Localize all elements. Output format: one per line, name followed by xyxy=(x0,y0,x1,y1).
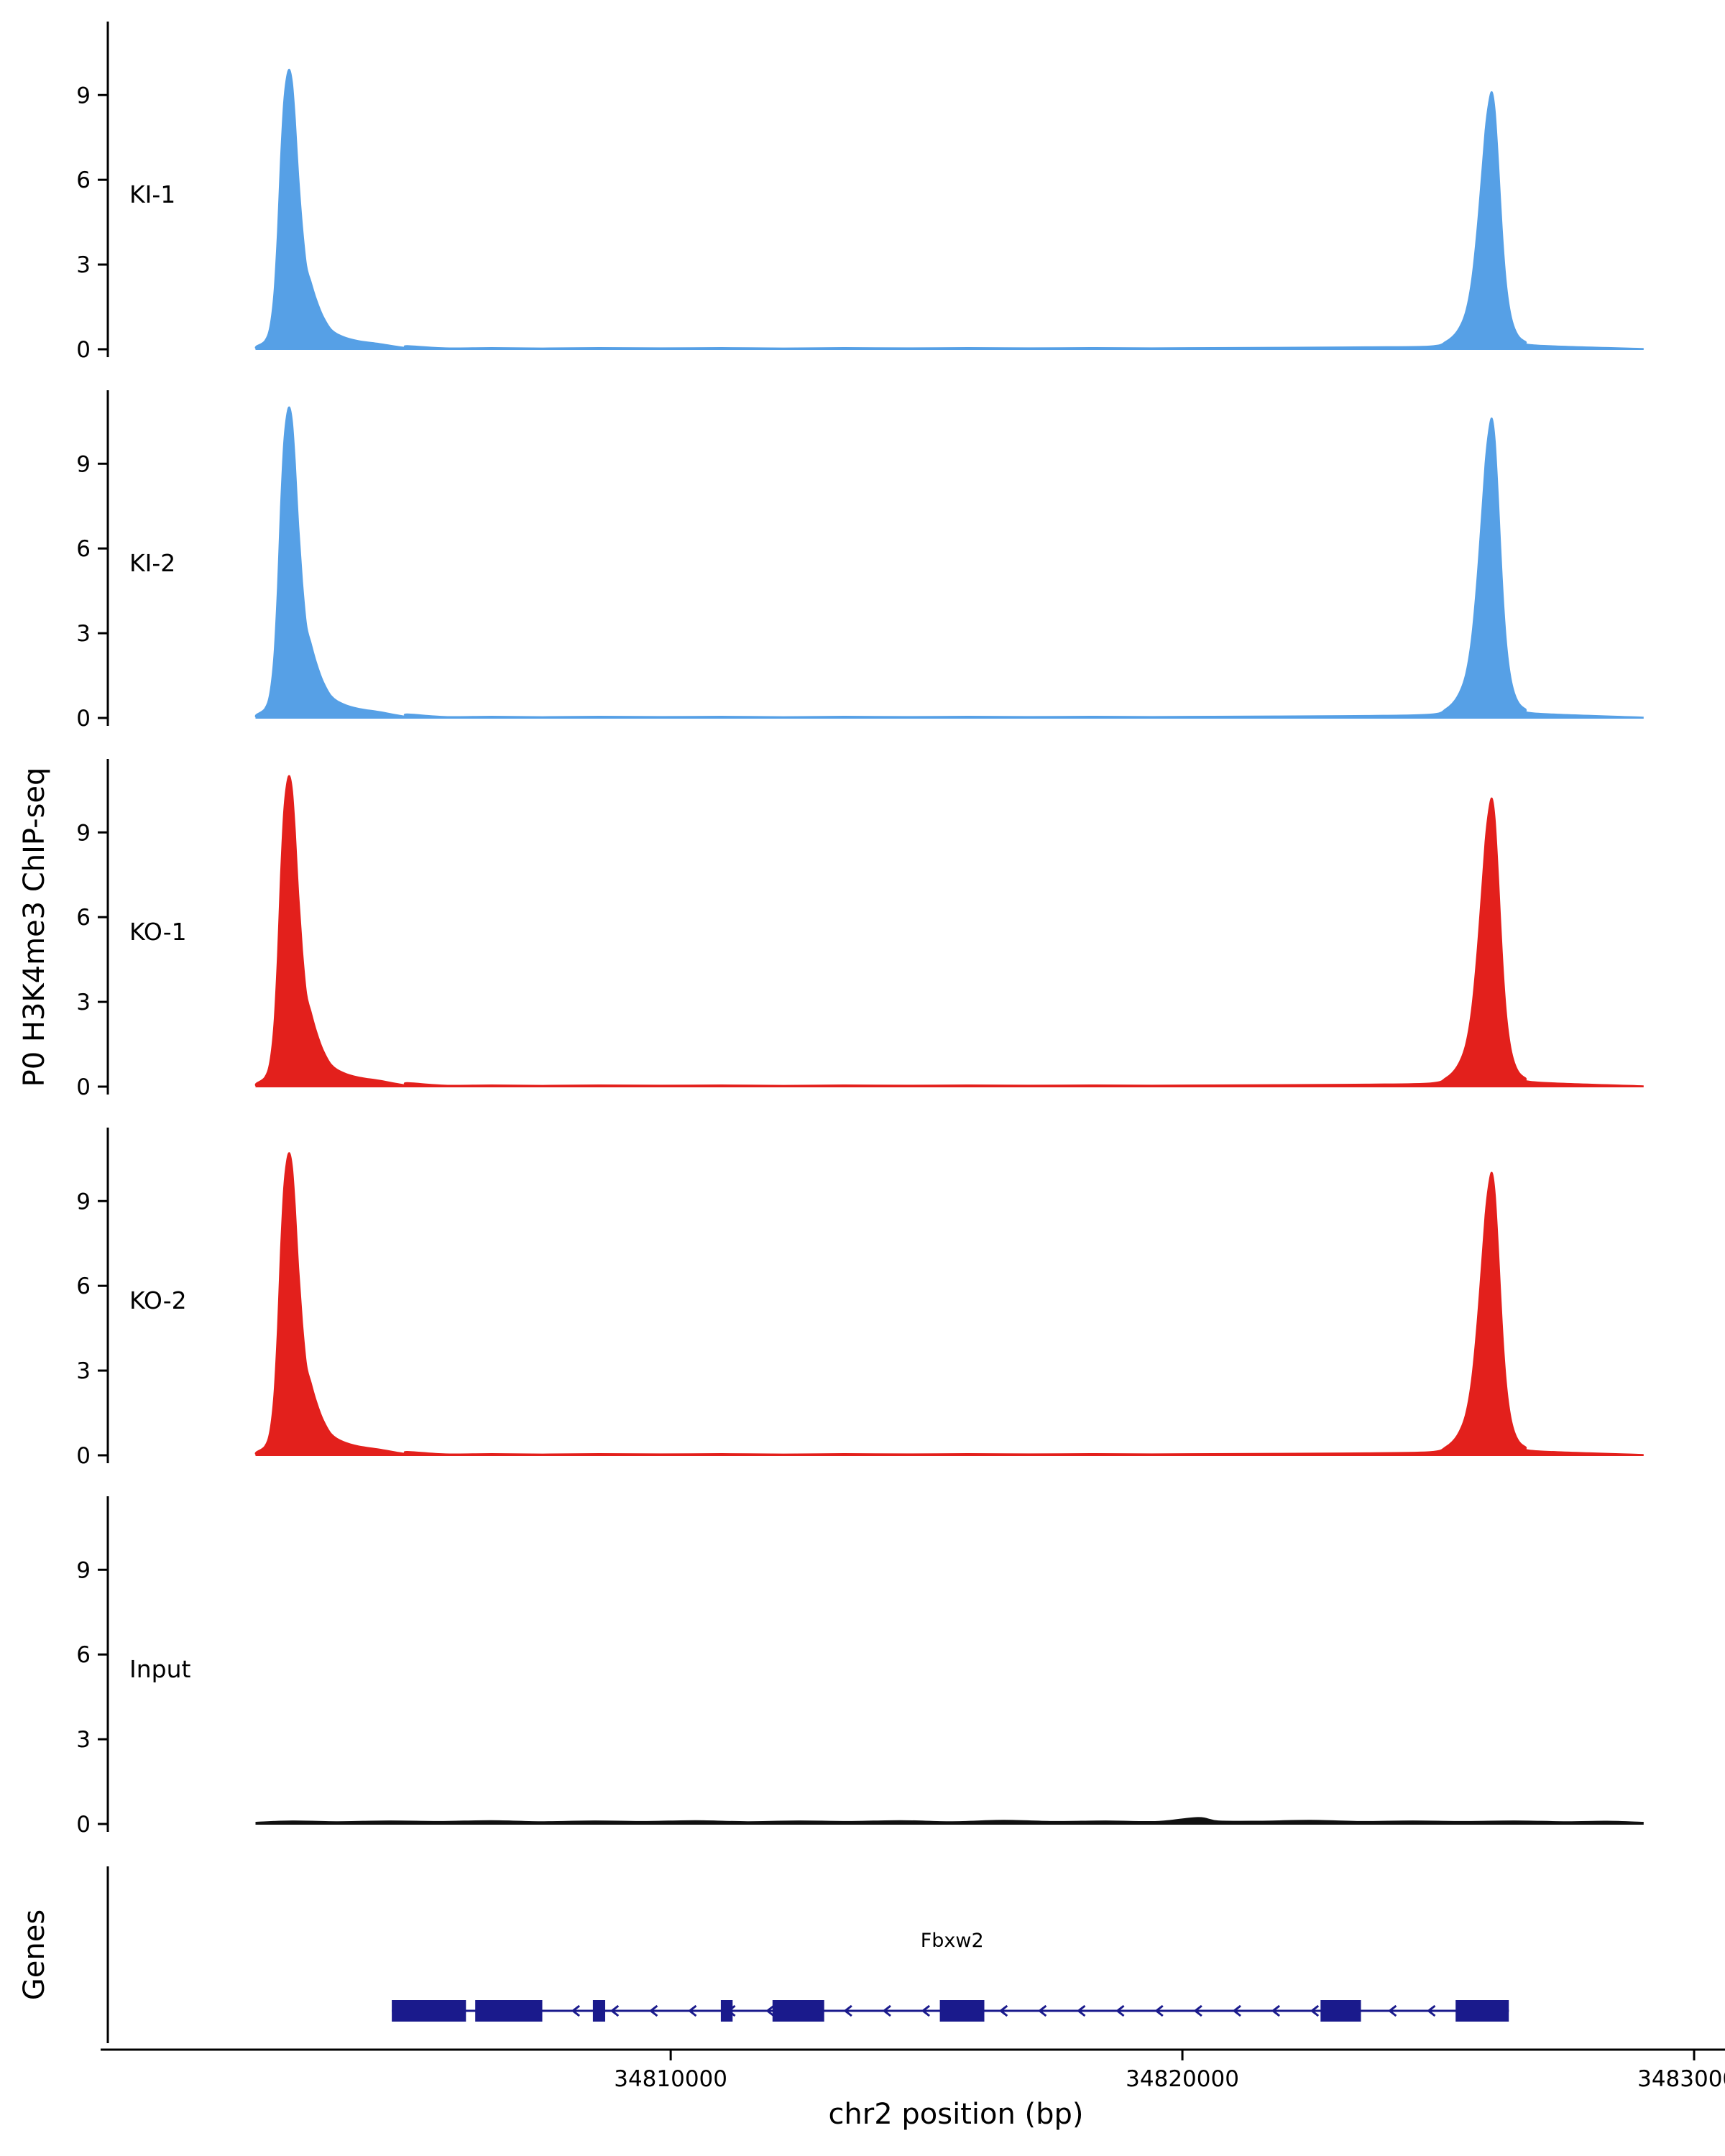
strand-arrow-icon xyxy=(1271,2004,1281,2017)
y-tick-label: 9 xyxy=(76,820,91,846)
strand-arrow-icon xyxy=(882,2004,891,2017)
gene-exon xyxy=(772,2000,824,2022)
x-tick-label: 34820000 xyxy=(1126,2066,1239,2092)
y-tick-label: 6 xyxy=(76,536,91,562)
track-label: KO-1 xyxy=(129,918,187,946)
gene-exon xyxy=(475,2000,543,2022)
strand-arrow-icon xyxy=(1037,2004,1047,2017)
coverage-area-ki-1 xyxy=(254,68,1644,350)
strand-arrow-icon xyxy=(1116,2004,1125,2017)
track-panel-ki-1: 0 3 6 9 KI-1 xyxy=(0,19,1725,360)
strand-arrow-icon xyxy=(843,2004,852,2017)
gene-panel-svg: Fbxw2 xyxy=(106,1866,1509,2043)
x-tick-label: 34830000 xyxy=(1637,2066,1725,2092)
coverage-area-ko-1 xyxy=(254,775,1644,1087)
y-tick-label: 3 xyxy=(76,621,91,647)
gene-exon xyxy=(392,2000,466,2022)
track-label: KO-2 xyxy=(129,1286,187,1314)
y-tick-label: 9 xyxy=(76,1557,91,1583)
gene-name-label: Fbxw2 xyxy=(921,1930,984,1952)
panels-container: 0 3 6 9 KI-1 0 3 6 9 KI-2 0 3 6 9 KO-1 0 3 6 9 KO-2 0 3 6 9 Inpu… xyxy=(0,19,1725,2135)
strand-arrow-icon xyxy=(1310,2004,1320,2017)
x-axis-svg: 34810000 34820000 34830000 chr2 position (b… xyxy=(101,2048,1725,2131)
track-svg-input: 0 3 6 9 Input xyxy=(76,1496,1644,1835)
strand-arrow-icon xyxy=(1077,2004,1086,2017)
y-tick-label: 0 xyxy=(76,706,91,729)
track-panel-input: 0 3 6 9 Input xyxy=(0,1493,1725,1835)
gene-exon xyxy=(720,2000,733,2022)
gene-exon xyxy=(939,2000,985,2022)
y-tick-label: 9 xyxy=(76,83,91,109)
track-label: KI-2 xyxy=(129,549,175,577)
y-tick-label: 3 xyxy=(76,1727,91,1753)
y-tick-label: 0 xyxy=(76,1074,91,1097)
strand-arrow-icon xyxy=(1193,2004,1202,2017)
strand-arrow-icon xyxy=(921,2004,931,2017)
y-tick-label: 0 xyxy=(76,1812,91,1835)
gene-exon xyxy=(1320,2000,1361,2022)
strand-arrow-icon xyxy=(571,2004,581,2017)
y-tick-label: 3 xyxy=(76,1358,91,1384)
y-tick-label: 0 xyxy=(76,337,91,360)
y-tick-label: 3 xyxy=(76,252,91,278)
strand-arrow-icon xyxy=(765,2004,775,2017)
y-tick-label: 6 xyxy=(76,1642,91,1668)
gene-panel: Fbxw2 xyxy=(0,1862,1725,2047)
coverage-area-ki-2 xyxy=(254,406,1644,719)
y-tick-label: 9 xyxy=(76,451,91,477)
track-label: KI-1 xyxy=(129,180,175,208)
y-tick-label: 6 xyxy=(76,905,91,931)
y-tick-label: 9 xyxy=(76,1189,91,1215)
gene-exon xyxy=(1455,2000,1509,2022)
strand-arrow-icon xyxy=(1387,2004,1397,2017)
y-tick-label: 0 xyxy=(76,1443,91,1466)
track-label: Input xyxy=(129,1655,191,1683)
y-tick-label: 3 xyxy=(76,990,91,1015)
strand-arrow-icon xyxy=(998,2004,1008,2017)
strand-arrow-icon xyxy=(610,2004,620,2017)
strand-arrow-icon xyxy=(648,2004,658,2017)
strand-arrow-icon xyxy=(688,2004,697,2017)
track-svg-ki-2: 0 3 6 9 KI-2 xyxy=(76,390,1644,729)
y-tick-label: 6 xyxy=(76,167,91,193)
track-panel-ki-2: 0 3 6 9 KI-2 xyxy=(0,387,1725,729)
track-svg-ko-1: 0 3 6 9 KO-1 xyxy=(76,759,1644,1097)
x-tick-label: 34810000 xyxy=(614,2066,727,2092)
gene-exon xyxy=(592,2000,605,2022)
coverage-area-ko-2 xyxy=(254,1152,1644,1456)
strand-arrow-icon xyxy=(1232,2004,1241,2017)
strand-arrow-icon xyxy=(1154,2004,1164,2017)
track-svg-ko-2: 0 3 6 9 KO-2 xyxy=(76,1128,1644,1466)
track-panel-ko-2: 0 3 6 9 KO-2 xyxy=(0,1125,1725,1466)
track-panel-ko-1: 0 3 6 9 KO-1 xyxy=(0,756,1725,1097)
y-tick-label: 6 xyxy=(76,1273,91,1299)
x-axis-title: chr2 position (bp) xyxy=(828,2098,1083,2131)
track-svg-ki-1: 0 3 6 9 KI-1 xyxy=(76,22,1644,360)
coverage-area-input xyxy=(255,1817,1644,1825)
x-axis-panel: 34810000 34820000 34830000 chr2 position (b… xyxy=(0,2047,1725,2135)
strand-arrow-icon xyxy=(1427,2004,1436,2017)
